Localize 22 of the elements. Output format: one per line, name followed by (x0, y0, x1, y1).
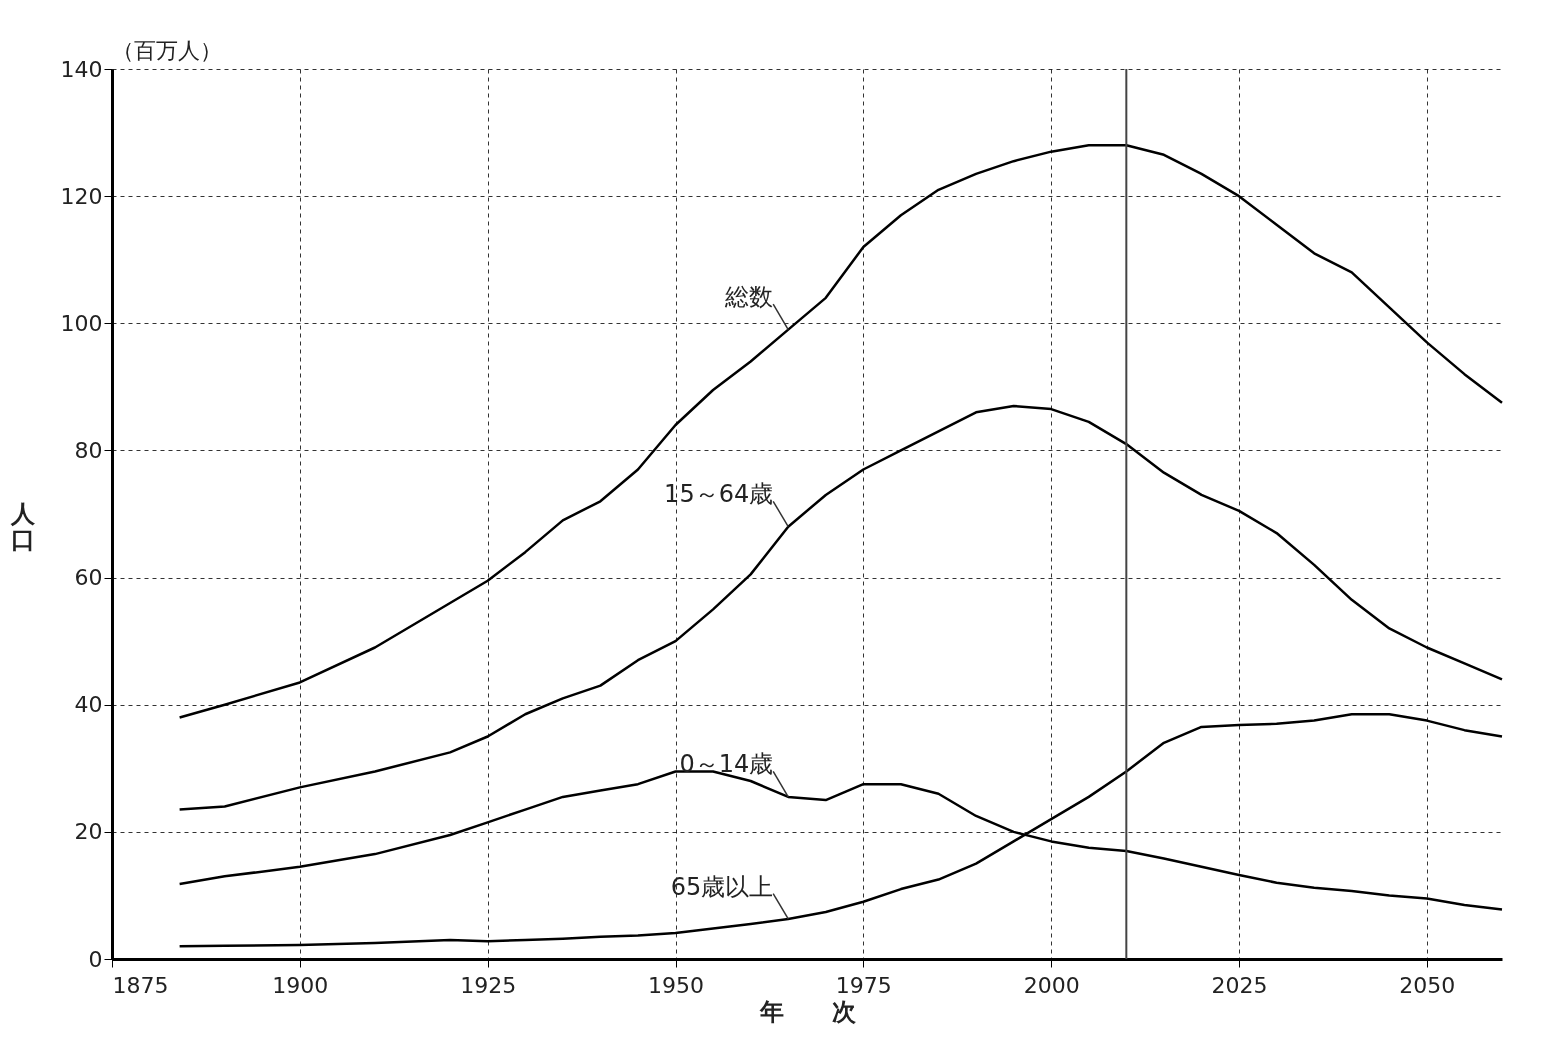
y-tick-label: 120 (60, 183, 103, 209)
series-label: 65歳以上 (670, 872, 774, 901)
x-tick-label: 1950 (648, 972, 705, 998)
x-tick-label: 1975 (835, 972, 892, 998)
x-tick-label: 2025 (1211, 972, 1268, 998)
x-tick-label: 2050 (1399, 972, 1456, 998)
y-tick-label: 0 (88, 946, 103, 972)
x-tick-label: 1900 (272, 972, 329, 998)
x-axis-title: 年 次 (758, 997, 857, 1026)
y-tick-label: 40 (74, 692, 103, 718)
y-axis-title: 人口 (9, 499, 36, 554)
x-tick-label: 1925 (460, 972, 517, 998)
series-label: 総数 (724, 283, 774, 312)
x-tick-label: 1875 (112, 972, 169, 998)
y-tick-label: 100 (60, 310, 103, 336)
y-tick-label: 140 (60, 56, 103, 82)
series-label: 15～64歳 (664, 480, 774, 509)
x-tick-label: 2000 (1023, 972, 1080, 998)
y-tick-label: 80 (74, 437, 103, 463)
text: （百万人） (112, 38, 222, 63)
y-tick-label: 60 (74, 565, 103, 591)
y-tick-label: 20 (74, 819, 103, 845)
